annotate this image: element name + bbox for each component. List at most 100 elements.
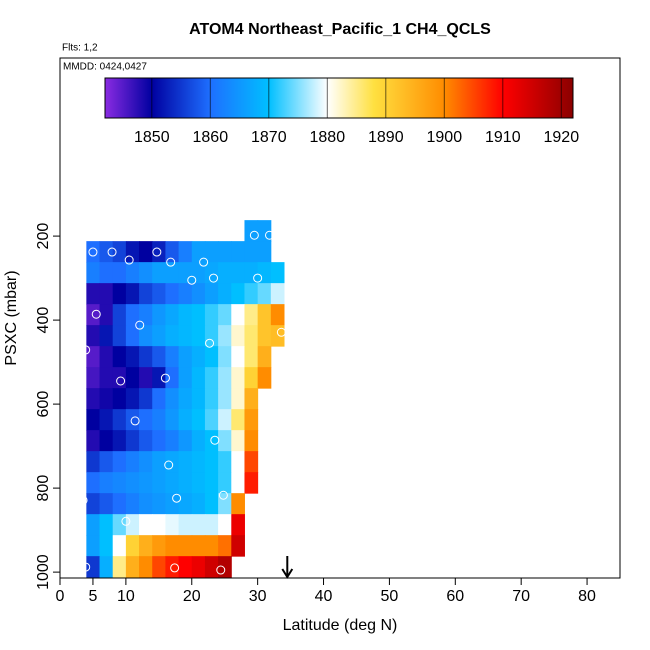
sample-point [88,247,98,257]
heat-cell [139,535,153,557]
heat-cell [165,241,180,263]
heat-cell [99,262,114,284]
heat-cell [125,388,140,410]
heat-cell [165,304,180,326]
heat-cell [139,493,153,515]
heat-cell [270,283,285,305]
heat-cell [165,472,180,494]
heat-cell [178,262,193,284]
heat-cell [218,283,232,305]
heat-cell [86,514,101,536]
colorbar-tick-label: 1890 [368,129,404,146]
heat-cell [178,430,193,452]
heat-cell [204,535,219,557]
x-tick-label: 50 [381,588,399,605]
heat-cell [218,430,232,452]
heat-cell [231,262,245,284]
heat-cell [204,556,219,578]
sample-point [205,338,215,348]
heat-cell [139,388,153,410]
heat-cell [231,367,245,389]
sample-point [170,563,180,573]
heat-cell [218,262,232,284]
heat-cell [178,283,193,305]
heat-cell [112,241,127,263]
heat-cell [178,304,193,326]
heat-cell [152,514,166,536]
colorbar-tick-label: 1860 [193,129,229,146]
heat-cell [257,325,272,347]
heat-cell [270,325,285,347]
x-tick-label: 0 [56,588,65,605]
heat-cell [178,493,193,515]
heat-cell [231,388,245,410]
heat-cell [152,388,166,410]
heat-cell [231,325,245,347]
sample-point [130,416,140,426]
heat-cell [165,409,180,431]
heat-cell [178,388,193,410]
heat-cell [139,262,153,284]
heat-cell [86,325,101,347]
heat-cell [191,514,206,536]
heat-cell [204,325,219,347]
heat-cell [231,493,245,515]
y-tick-label: 1000 [35,554,52,590]
heat-cell [152,241,166,263]
heat-cell [178,346,193,368]
sample-point [81,562,91,572]
heat-cell [178,514,193,536]
heat-cell [165,514,180,536]
heat-cell [191,430,206,452]
heat-cell [125,325,140,347]
sample-point [249,230,259,240]
heat-cell [139,241,153,263]
sample-point [265,230,275,240]
heat-cell [139,304,153,326]
sample-point [81,345,91,355]
heat-cell [152,367,166,389]
sample-point [276,327,286,337]
heat-cell [112,367,127,389]
heat-cell [125,493,140,515]
heat-cell [152,556,166,578]
heat-cell [112,472,127,494]
heat-cell [152,283,166,305]
y-tick-label: 200 [35,223,52,250]
heat-cell [244,367,259,389]
heat-cell [112,325,127,347]
heat-cell [191,367,206,389]
heat-cell [125,283,140,305]
heat-cell [204,430,219,452]
heat-cell [191,493,206,515]
heat-cell [112,388,127,410]
sample-point [199,257,209,267]
heat-cell [204,262,219,284]
heat-cell [204,472,219,494]
heat-cell [191,325,206,347]
heat-cell [99,409,114,431]
heat-cell [204,241,219,263]
y-tick-label: 600 [35,391,52,418]
heat-cell [86,493,101,515]
y-axis-label: PSXC (mbar) [3,270,20,365]
x-tick-label: 5 [88,588,97,605]
heat-cell [125,472,140,494]
x-tick-label: 70 [512,588,530,605]
x-axis-label: Latitude (deg N) [283,617,398,634]
plot-frame [59,57,621,579]
heat-cell [244,262,259,284]
colorbar-tick-label: 1850 [134,129,170,146]
heat-cell [99,388,114,410]
overlay [78,230,294,579]
heat-cell [218,367,232,389]
heat-cell [191,283,206,305]
heat-cell [152,472,166,494]
heat-cell [86,535,101,557]
heat-cell [191,346,206,368]
heat-cell [218,472,232,494]
heat-cell [244,388,259,410]
heat-cell [270,304,285,326]
heat-cell [112,451,127,473]
heat-cell [244,451,259,473]
